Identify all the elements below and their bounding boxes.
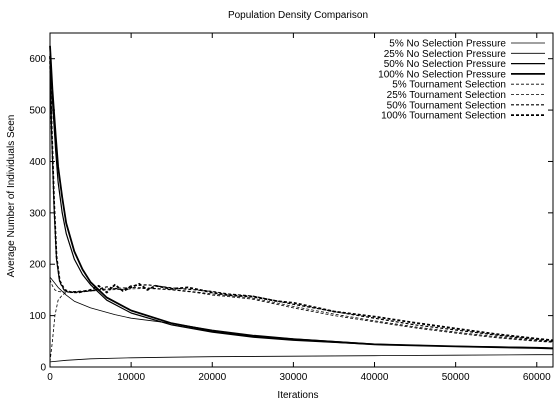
legend-label: 50% No Selection Pressure [384,59,507,70]
legend-label: 50% Tournament Selection [387,100,506,111]
legend-label: 100% Tournament Selection [381,111,506,122]
y-tick-label: 600 [29,54,46,65]
plot-frame [49,32,554,368]
x-tick-label: 0 [47,372,53,383]
y-axis-label: Average Number of Individuals Seen [6,115,17,278]
series-line-4 [49,45,554,350]
legend-label: 25% No Selection Pressure [384,49,507,60]
x-tick-label: 30000 [279,372,307,383]
x-tick-label: 60000 [523,372,551,383]
series-line-1 [49,354,553,363]
y-tick-label: 500 [29,106,46,117]
x-axis-label: Iterations [277,390,318,401]
y-tick-label: 300 [29,208,46,219]
chart-title: Population Density Comparison [228,10,368,21]
series-line-5 [49,287,554,362]
x-tick-label: 40000 [361,372,389,383]
y-tick-label: 0 [40,363,46,374]
y-tick-label: 400 [29,157,46,168]
legend-label: 5% No Selection Pressure [389,39,506,50]
plot-area: 0 10000 20000 30000 40000 50000 60000 0 100 200 30… [29,32,554,383]
x-tick-label: 10000 [117,372,145,383]
x-tick-label: 20000 [198,372,226,383]
y-tick-label: 100 [29,311,46,322]
legend-label: 100% No Selection Pressure [378,69,506,80]
series-group [49,45,554,363]
series-line-6 [49,279,554,343]
x-tick-label: 50000 [442,372,470,383]
y-tick-label: 200 [29,260,46,271]
legend-label: 5% Tournament Selection [392,80,506,91]
series-line-8 [49,56,554,342]
legend-label: 25% Tournament Selection [387,90,506,101]
